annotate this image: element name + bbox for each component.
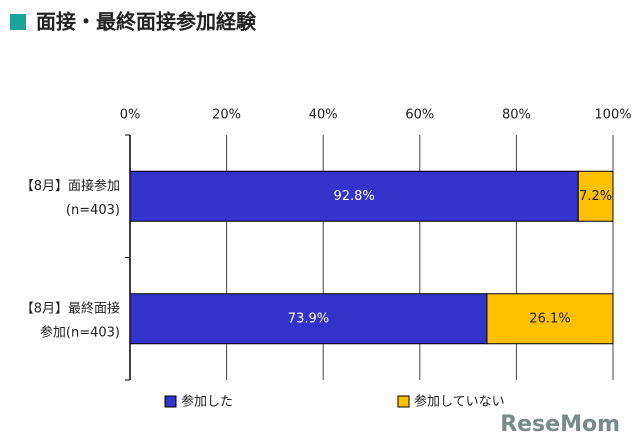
x-tick-label: 100%	[594, 108, 631, 123]
value-label: 92.8%	[333, 189, 374, 204]
bar-segment	[486, 293, 614, 345]
x-tick-label: 20%	[212, 108, 241, 123]
value-label: 73.9%	[288, 311, 329, 326]
legend-swatch	[397, 395, 410, 408]
legend-swatch	[164, 395, 177, 408]
y-tick-label: (n=403)	[66, 203, 120, 218]
bar-segment	[577, 170, 614, 222]
legend-label: 参加していない	[414, 394, 505, 410]
title-icon	[10, 14, 26, 30]
y-tick-label: 参加(n=403)	[40, 324, 120, 340]
value-label: 26.1%	[529, 311, 570, 326]
chart-title: 面接・最終面接参加経験	[36, 10, 257, 34]
value-label: 7.2%	[579, 189, 612, 204]
y-tick-label: 【8月】面接参加	[21, 178, 120, 194]
bar-segment	[129, 293, 488, 345]
x-tick-label: 40%	[309, 108, 338, 123]
x-tick-label: 0%	[120, 108, 141, 123]
legend-label: 参加した	[181, 394, 233, 410]
y-tick-label: 【8月】最終面接	[21, 300, 120, 316]
watermark: ReseMom	[500, 412, 620, 437]
x-tick-label: 80%	[502, 108, 531, 123]
x-tick-label: 60%	[405, 108, 434, 123]
